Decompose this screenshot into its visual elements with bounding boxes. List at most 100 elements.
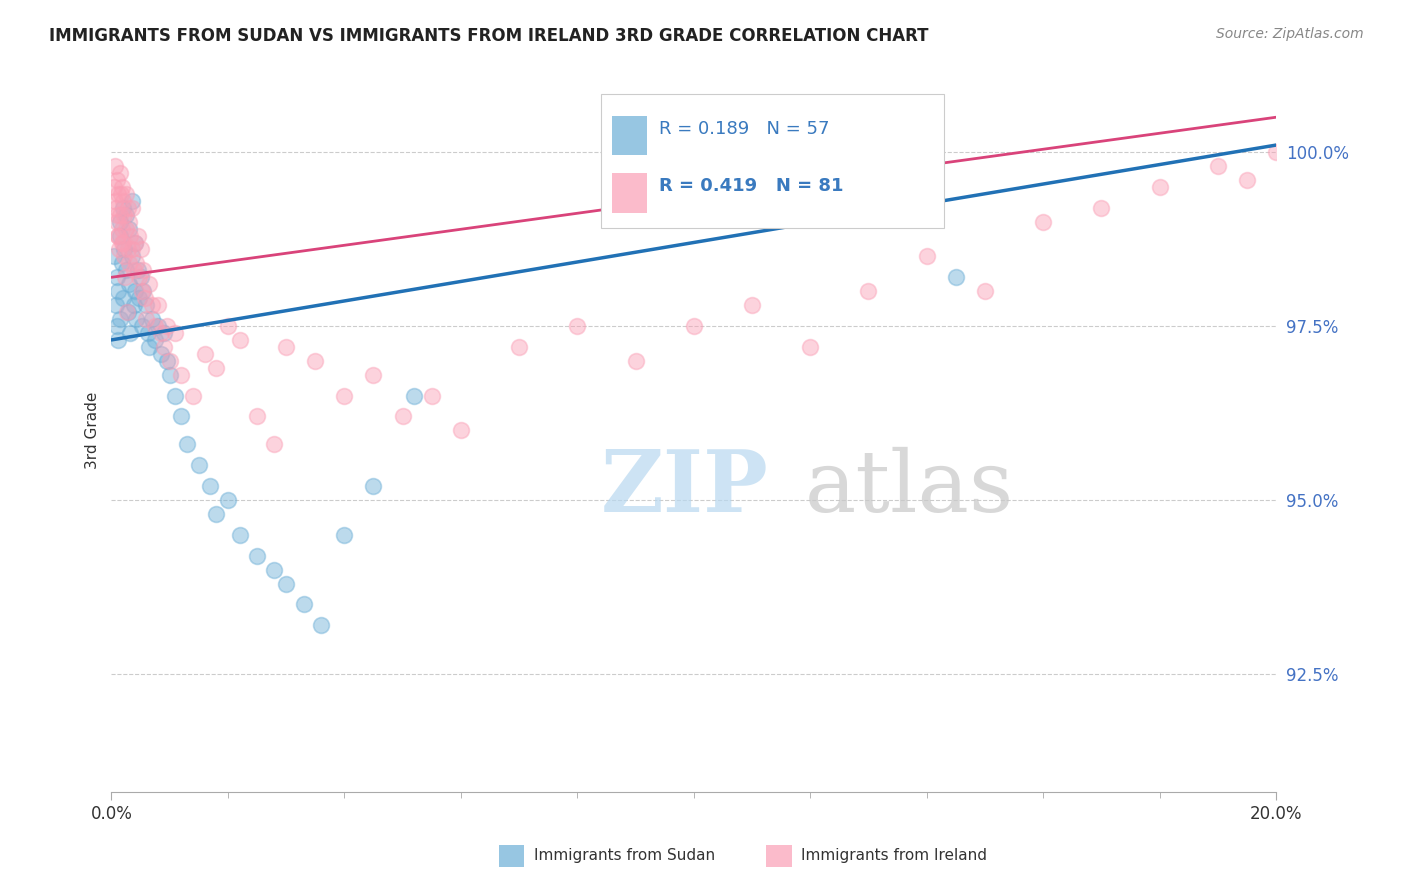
Point: [333, 528, 356, 542]
Point: [112, 201, 135, 215]
Point: [118, 277, 141, 292]
Text: R = 0.189   N = 57: R = 0.189 N = 57: [659, 120, 830, 137]
Point: [143, 333, 166, 347]
Point: [108, 228, 131, 243]
Point: [111, 256, 134, 270]
Point: [117, 201, 139, 215]
Point: [974, 284, 997, 298]
Point: [450, 424, 472, 438]
Point: [132, 284, 155, 298]
Point: [107, 333, 129, 347]
Text: ZIP: ZIP: [600, 446, 768, 531]
Point: [304, 353, 326, 368]
Point: [363, 479, 385, 493]
Point: [103, 249, 125, 263]
Point: [567, 318, 589, 333]
Point: [104, 159, 127, 173]
Point: [146, 318, 169, 333]
Point: [682, 318, 704, 333]
Point: [121, 243, 143, 257]
Point: [217, 493, 239, 508]
Point: [105, 173, 128, 187]
Point: [143, 318, 166, 333]
Point: [205, 507, 228, 521]
Point: [125, 312, 148, 326]
Point: [170, 409, 193, 424]
Point: [111, 179, 134, 194]
Point: [118, 221, 141, 235]
Point: [136, 326, 159, 340]
Point: [205, 360, 228, 375]
Point: [115, 263, 138, 277]
Point: [105, 270, 128, 285]
Point: [176, 437, 198, 451]
Point: [624, 353, 647, 368]
Point: [104, 194, 127, 208]
Point: [124, 235, 146, 250]
Point: [115, 208, 138, 222]
Text: R = 0.419   N = 81: R = 0.419 N = 81: [659, 178, 844, 195]
Point: [129, 243, 152, 257]
Point: [129, 270, 152, 285]
Text: Source: ZipAtlas.com: Source: ZipAtlas.com: [1216, 27, 1364, 41]
Point: [309, 618, 332, 632]
Point: [112, 291, 135, 305]
Point: [1149, 179, 1171, 194]
Point: [125, 256, 148, 270]
Point: [127, 263, 149, 277]
Point: [105, 214, 128, 228]
Point: [107, 186, 129, 201]
Point: [122, 298, 145, 312]
Point: [105, 208, 128, 222]
Point: [246, 409, 269, 424]
Point: [945, 270, 967, 285]
Point: [121, 249, 143, 263]
Point: [135, 298, 157, 312]
Bar: [612, 173, 647, 213]
Point: [115, 305, 138, 319]
Point: [274, 340, 297, 354]
Point: [141, 312, 163, 326]
Point: [363, 368, 385, 382]
Point: [118, 256, 141, 270]
Point: [112, 243, 135, 257]
Point: [107, 228, 129, 243]
Point: [165, 326, 187, 340]
Point: [121, 201, 143, 215]
Point: [146, 298, 169, 312]
Point: [153, 340, 176, 354]
Point: [107, 228, 129, 243]
Point: [217, 318, 239, 333]
Point: [131, 318, 153, 333]
Point: [108, 208, 131, 222]
Point: [420, 389, 443, 403]
Point: [274, 576, 297, 591]
Point: [132, 263, 155, 277]
Point: [200, 479, 222, 493]
Point: [122, 263, 145, 277]
Point: [103, 179, 125, 194]
Bar: [612, 116, 647, 155]
Point: [156, 353, 179, 368]
Point: [105, 298, 128, 312]
Point: [333, 389, 356, 403]
Point: [110, 186, 132, 201]
Point: [508, 340, 530, 354]
Point: [1090, 201, 1112, 215]
Point: [194, 347, 217, 361]
Point: [112, 235, 135, 250]
Text: IMMIGRANTS FROM SUDAN VS IMMIGRANTS FROM IRELAND 3RD GRADE CORRELATION CHART: IMMIGRANTS FROM SUDAN VS IMMIGRANTS FROM…: [49, 27, 929, 45]
Point: [1236, 173, 1258, 187]
Point: [228, 333, 250, 347]
Point: [1265, 145, 1288, 159]
Point: [124, 284, 146, 298]
Point: [111, 221, 134, 235]
Point: [135, 312, 157, 326]
Point: [292, 598, 315, 612]
Y-axis label: 3rd Grade: 3rd Grade: [86, 392, 100, 469]
Point: [858, 284, 880, 298]
Point: [263, 437, 285, 451]
Point: [391, 409, 413, 424]
Point: [108, 312, 131, 326]
Text: atlas: atlas: [804, 447, 1014, 530]
